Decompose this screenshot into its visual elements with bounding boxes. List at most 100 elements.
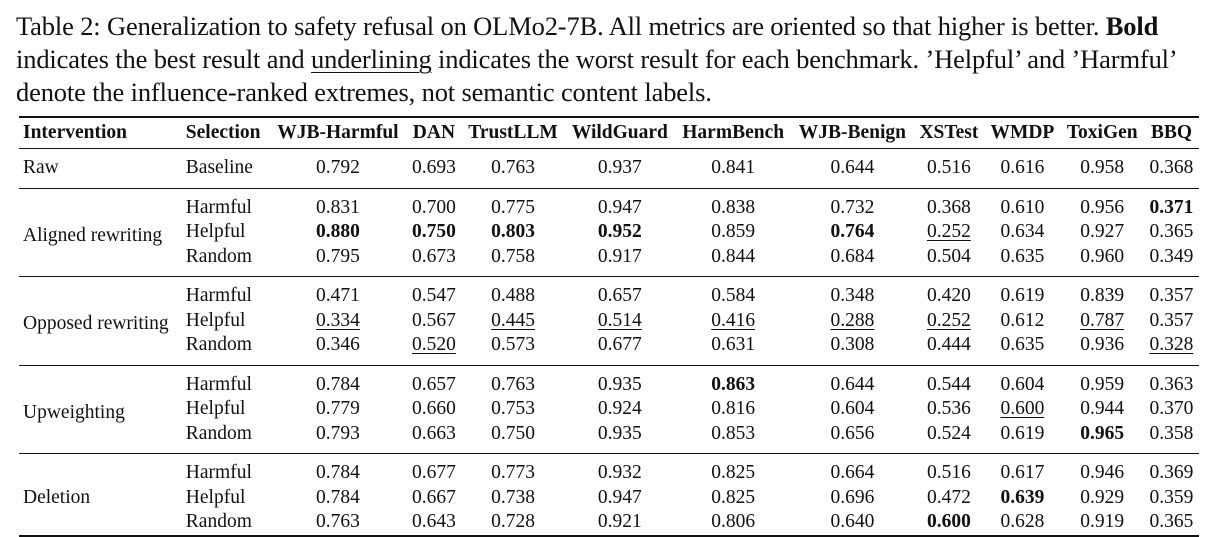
value-cell: 0.657 xyxy=(411,373,456,395)
value-cell: 0.787 xyxy=(1080,309,1125,331)
value-cell: 0.634 xyxy=(1000,221,1045,243)
value-cell: 0.365 xyxy=(1143,510,1199,537)
value-cell: 0.880 xyxy=(316,221,360,243)
column-header: BBQ xyxy=(1143,117,1199,149)
value-cell: 0.750 xyxy=(411,221,456,243)
value-cell: 0.544 xyxy=(926,373,971,395)
caption-text-3: indicates the worst result for each benc… xyxy=(16,44,1176,107)
value-cell: 0.639 xyxy=(1000,486,1045,508)
value-cell: 0.956 xyxy=(1080,196,1125,218)
value-cell: 0.664 xyxy=(830,462,875,484)
column-header: HarmBench xyxy=(675,117,792,149)
value-cell: 0.844 xyxy=(675,244,792,277)
selection-cell: Helpful xyxy=(185,398,246,420)
value-cell: 0.334 xyxy=(316,309,360,331)
selection-cell: Harmful xyxy=(185,373,252,395)
column-header: Selection xyxy=(181,117,270,149)
value-cell: 0.784 xyxy=(316,462,360,484)
value-cell: 0.758 xyxy=(461,244,565,277)
table-header-row: Intervention Selection WJB-Harmful DAN Trust… xyxy=(19,117,1199,149)
value-cell: 0.660 xyxy=(411,398,456,420)
column-header: DAN xyxy=(406,117,462,149)
value-cell: 0.935 xyxy=(564,421,675,454)
value-cell: 0.619 xyxy=(984,421,1061,454)
selection-cell: Random xyxy=(181,421,270,454)
value-cell: 0.965 xyxy=(1060,421,1144,454)
column-header: WildGuard xyxy=(564,117,675,149)
table-row: Deletion Harmful 0.784 0.677 0.773 0.932 0.825… xyxy=(19,453,1199,537)
column-header: TrustLLM xyxy=(461,117,565,149)
value-cell: 0.328 xyxy=(1143,333,1199,366)
caption-bold-word: Bold xyxy=(1105,11,1159,41)
caption-underline-word: underlining xyxy=(311,44,432,74)
table-row: Aligned rewriting Harmful 0.831 0.700 0.775 0… xyxy=(19,188,1199,277)
value-cell: 0.738 xyxy=(491,486,535,508)
value-cell: 0.764 xyxy=(830,221,875,243)
value-cell: 0.959 xyxy=(1080,373,1125,395)
value-cell: 0.696 xyxy=(830,486,875,508)
value-cell: 0.358 xyxy=(1143,421,1199,454)
value-cell: 0.416 xyxy=(711,309,756,331)
table-row: Upweighting Harmful 0.784 0.657 0.763 0.935 0.… xyxy=(19,365,1199,454)
value-cell: 0.610 xyxy=(1000,196,1045,218)
intervention-cell: Upweighting xyxy=(19,365,182,454)
value-cell: 0.573 xyxy=(461,333,565,366)
table-row: Helpful 0.880 0.750 0.803 0.952 0.859 0.764 0.2… xyxy=(19,220,1199,245)
value-cell: 0.924 xyxy=(597,398,642,420)
value-cell: 0.472 xyxy=(926,486,971,508)
column-header: WJB-Harmful xyxy=(269,117,407,149)
selection-cell: Harmful xyxy=(185,462,252,484)
value-cell: 0.919 xyxy=(1060,510,1144,537)
value-cell: 0.536 xyxy=(926,398,971,420)
value-cell: 0.825 xyxy=(711,462,756,484)
value-cell: 0.927 xyxy=(1080,221,1125,243)
value-cell: 0.753 xyxy=(491,398,535,420)
value-cell: 0.779 xyxy=(316,398,360,420)
value-cell: 0.348 xyxy=(830,285,875,307)
value-cell: 0.370 xyxy=(1149,398,1194,420)
value-cell: 0.369 xyxy=(1149,462,1194,484)
value-cell: 0.763 xyxy=(461,148,565,189)
table-row: Random 0.763 0.643 0.728 0.921 0.806 0.640 0.60… xyxy=(19,510,1199,537)
value-cell: 0.958 xyxy=(1060,148,1144,189)
column-header: ToxiGen xyxy=(1060,117,1144,149)
value-cell: 0.816 xyxy=(711,398,756,420)
value-cell: 0.763 xyxy=(269,510,407,537)
value-cell: 0.803 xyxy=(491,221,535,243)
value-cell: 0.932 xyxy=(597,462,642,484)
value-cell: 0.684 xyxy=(791,244,914,277)
value-cell: 0.841 xyxy=(675,148,792,189)
value-cell: 0.516 xyxy=(913,148,985,189)
value-cell: 0.371 xyxy=(1149,196,1194,218)
selection-cell: Random xyxy=(181,510,270,537)
value-cell: 0.775 xyxy=(491,196,535,218)
value-cell: 0.947 xyxy=(597,486,642,508)
value-cell: 0.308 xyxy=(791,333,914,366)
value-cell: 0.600 xyxy=(913,510,985,537)
value-cell: 0.937 xyxy=(564,148,675,189)
value-cell: 0.604 xyxy=(1000,373,1045,395)
value-cell: 0.368 xyxy=(1143,148,1199,189)
value-cell: 0.357 xyxy=(1149,285,1194,307)
value-cell: 0.784 xyxy=(316,486,360,508)
value-cell: 0.921 xyxy=(564,510,675,537)
value-cell: 0.357 xyxy=(1149,309,1194,331)
column-header: XSTest xyxy=(913,117,985,149)
value-cell: 0.635 xyxy=(984,333,1061,366)
selection-cell: Helpful xyxy=(185,486,246,508)
value-cell: 0.524 xyxy=(913,421,985,454)
intervention-cell: Aligned rewriting xyxy=(19,188,182,277)
value-cell: 0.784 xyxy=(316,373,360,395)
table-row: Opposed rewriting Harmful 0.471 0.547 0.488 0… xyxy=(19,276,1199,366)
intervention-cell: Opposed rewriting xyxy=(19,276,182,366)
value-cell: 0.773 xyxy=(491,462,535,484)
value-cell: 0.693 xyxy=(406,148,462,189)
value-cell: 0.631 xyxy=(675,333,792,366)
value-cell: 0.935 xyxy=(597,373,642,395)
value-cell: 0.663 xyxy=(406,421,462,454)
value-cell: 0.859 xyxy=(711,221,756,243)
table-row: Helpful 0.334 0.567 0.445 0.514 0.416 0.288 0.2… xyxy=(19,309,1199,334)
table-caption: Table 2: Generalization to safety refusa… xyxy=(16,10,1208,109)
column-header: WMDP xyxy=(984,117,1061,149)
value-cell: 0.359 xyxy=(1149,486,1194,508)
